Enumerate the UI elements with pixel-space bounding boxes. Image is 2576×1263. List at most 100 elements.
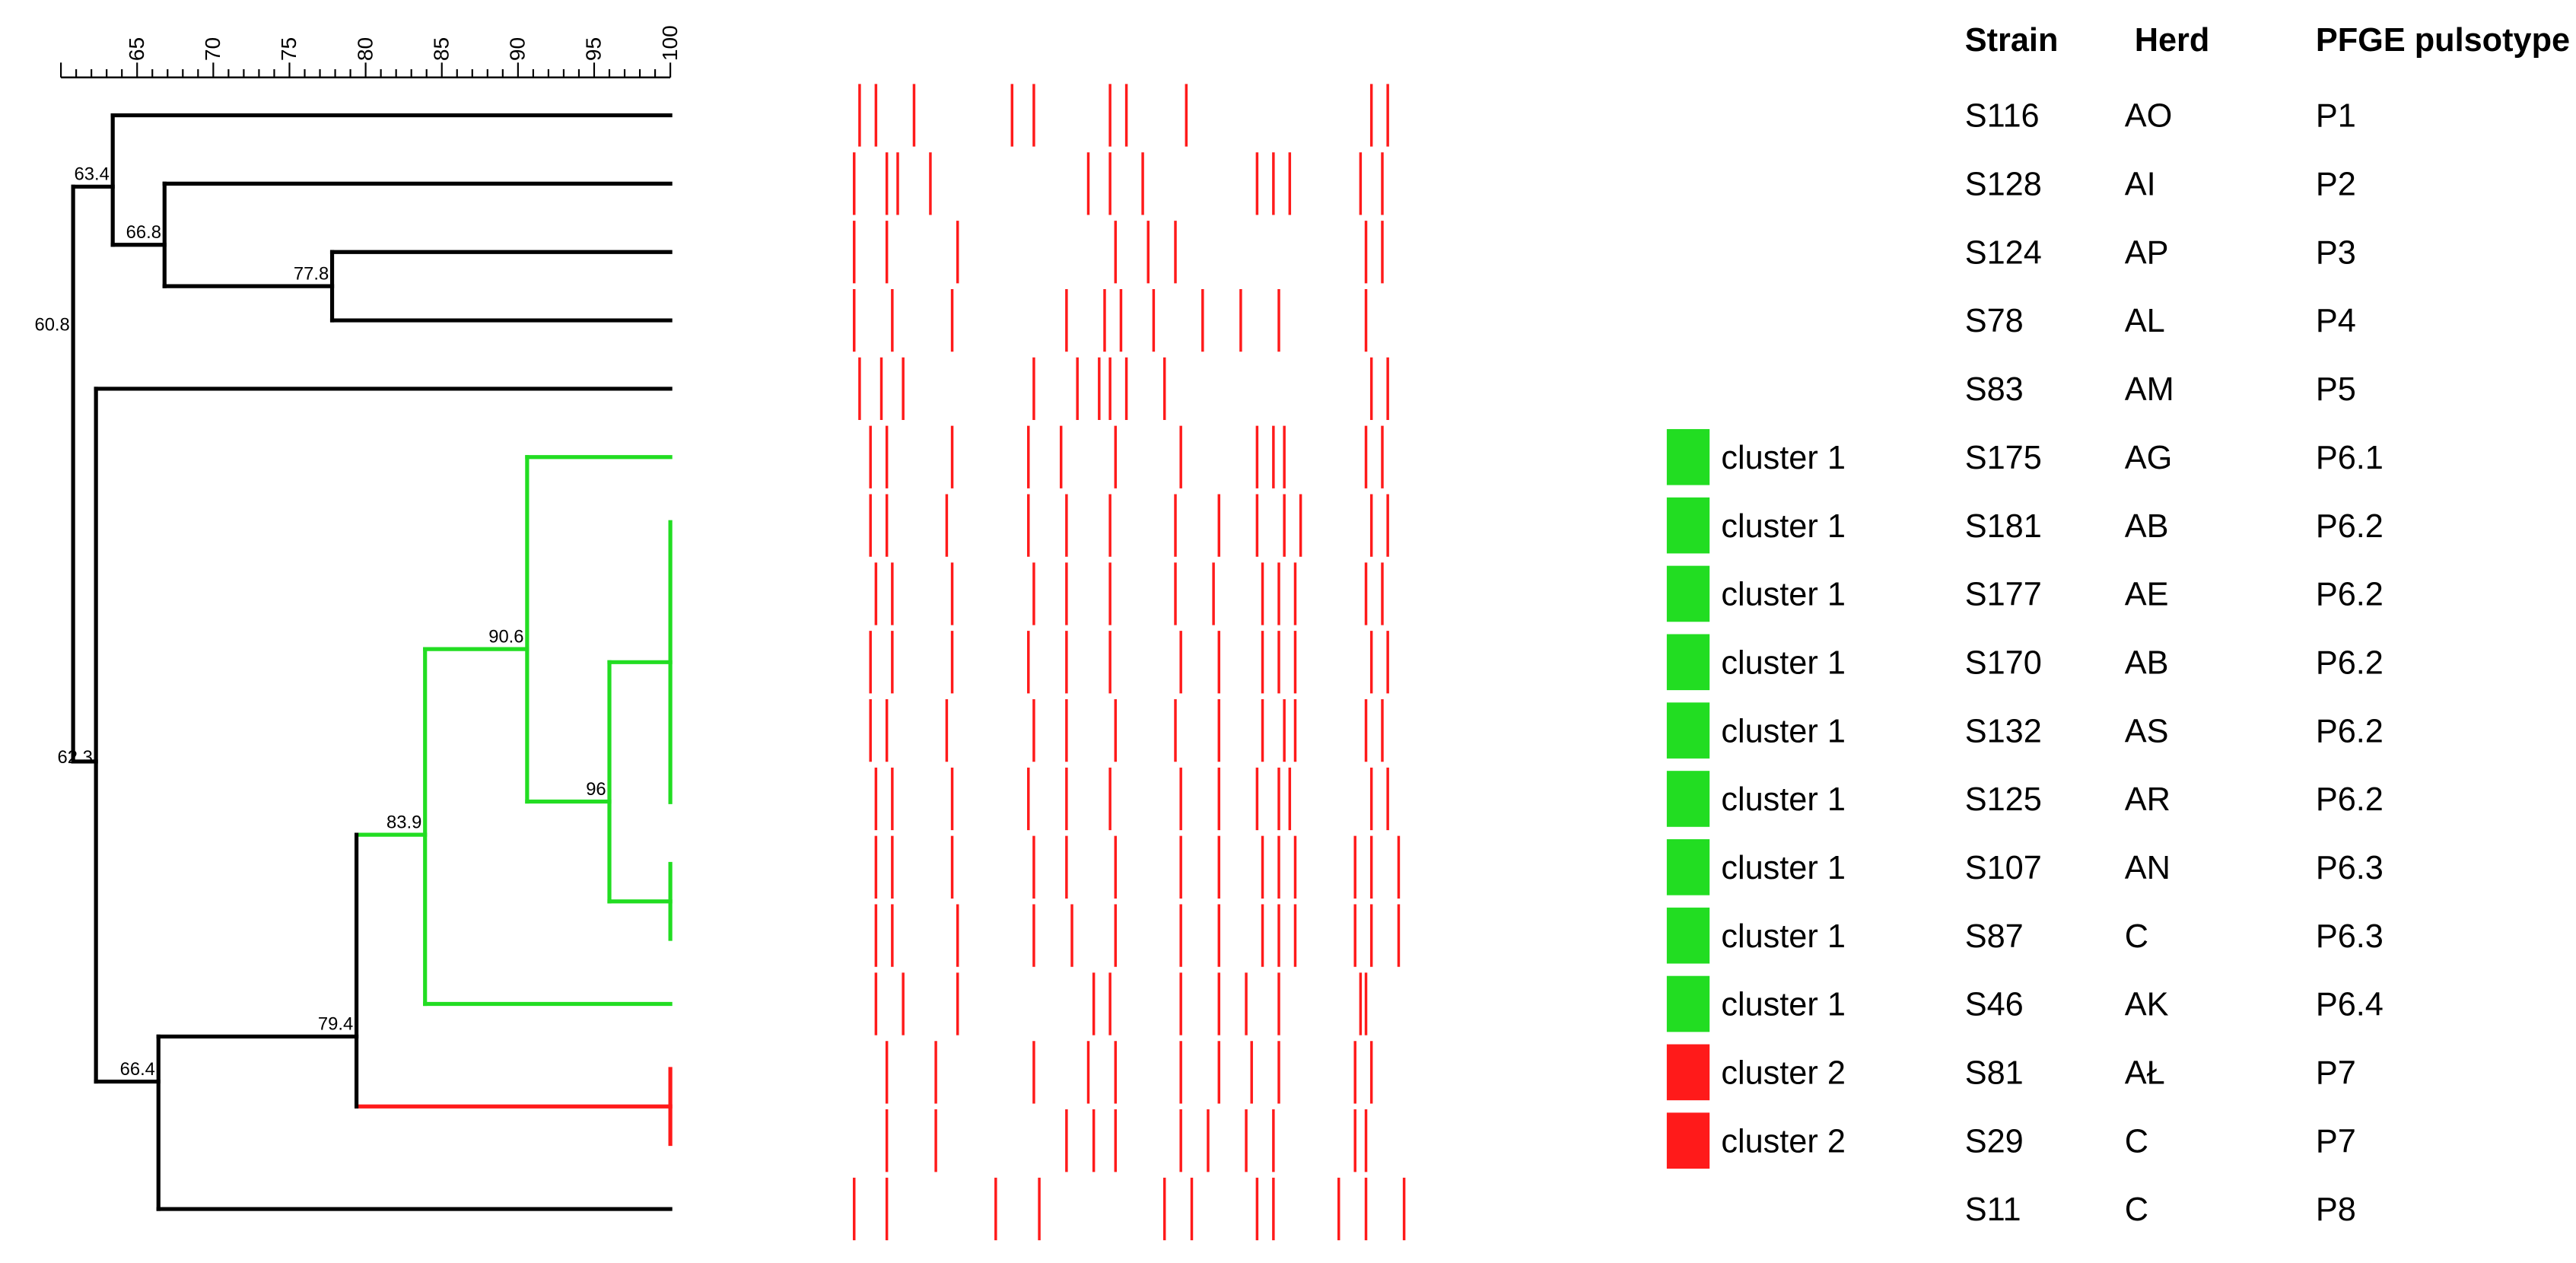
table-row: S132 AS P6.2 (1965, 713, 2384, 749)
herd-cell: AN (2125, 850, 2171, 886)
cluster-swatch (1666, 1044, 1710, 1101)
pulsotype-cell: P7 (2316, 1055, 2356, 1092)
herd-cell: AM (2125, 371, 2174, 408)
band-lane (853, 1177, 1406, 1241)
cluster-label: cluster 2 (1721, 1123, 1846, 1160)
table-row: S128 AI P2 (1965, 167, 2356, 203)
table-row: S124 AP P3 (1965, 234, 2356, 271)
scale-tick-label: 65 (125, 37, 148, 61)
band-lane (885, 1109, 1368, 1172)
band-lane (869, 425, 1384, 488)
cluster-swatch (1666, 839, 1710, 896)
herd-cell: AI (2125, 167, 2156, 203)
herd-cell: AE (2125, 577, 2169, 613)
band-lane (853, 288, 1368, 352)
scale-tick-label: 80 (353, 37, 377, 61)
pulsotype-cell: P6.2 (2316, 781, 2384, 818)
strain-cell: S116 (1965, 98, 2040, 135)
pulsotype-cell: P7 (2316, 1123, 2356, 1160)
pulsotype-cell: P6.3 (2316, 918, 2384, 955)
scale-tick-label: 85 (429, 37, 453, 61)
band-lane (869, 699, 1384, 762)
strain-cell: S181 (1965, 508, 2042, 545)
table-row: S107 AN P6.3 (1965, 850, 2384, 886)
cluster-label: cluster 2 (1721, 1055, 1846, 1092)
scale-tick-label: 95 (582, 37, 606, 61)
herd-cell: AR (2125, 781, 2171, 818)
strain-table: Strain Herd PFGE pulsotype S116 AO P1 S128 A… (1965, 22, 2570, 1228)
herd-cell: AP (2125, 234, 2169, 271)
herd-cell: C (2125, 1123, 2148, 1160)
node-similarity-label: 60.8 (34, 315, 69, 336)
cluster-swatch (1666, 565, 1710, 622)
similarity-scale: 65 70 75 80 85 90 95 100 (60, 25, 682, 79)
table-row: S170 AB P6.2 (1965, 644, 2384, 681)
table-row: S29 C P7 (1965, 1123, 2356, 1160)
scale-tick-label: 100 (658, 25, 682, 61)
strain-cell: S124 (1965, 234, 2042, 271)
pulsotype-cell: P6.2 (2316, 644, 2384, 681)
table-row: S83 AM P5 (1965, 371, 2356, 408)
herd-cell: AK (2125, 987, 2169, 1023)
band-lane (874, 562, 1384, 625)
strain-cell: S87 (1965, 918, 2024, 955)
band-lane (869, 494, 1389, 557)
herd-cell: AB (2125, 644, 2169, 681)
strain-cell: S177 (1965, 577, 2042, 613)
cluster-label: cluster 1 (1721, 781, 1846, 818)
scale-tick-label: 70 (201, 37, 224, 61)
table-row: S181 AB P6.2 (1965, 508, 2384, 545)
strain-cell: S81 (1965, 1055, 2024, 1092)
band-lane (885, 1041, 1373, 1104)
band-lane (874, 835, 1401, 899)
cluster-label: cluster 1 (1721, 918, 1846, 955)
table-row: S87 C P6.3 (1965, 918, 2384, 955)
band-lane (853, 221, 1384, 284)
strain-cell: S83 (1965, 371, 2024, 408)
node-similarity-label: 66.4 (120, 1059, 155, 1080)
table-row: S11 C P8 (1965, 1191, 2356, 1228)
cluster-label: cluster 1 (1721, 850, 1846, 886)
band-lane (853, 152, 1384, 215)
herd-cell: AS (2125, 713, 2169, 749)
pulsotype-cell: P3 (2316, 234, 2356, 271)
cluster-label: cluster 1 (1721, 987, 1846, 1023)
cluster-swatch (1666, 907, 1710, 964)
scale-tick-label: 90 (506, 37, 530, 61)
strain-cell: S11 (1965, 1191, 2021, 1228)
pulsotype-cell: P4 (2316, 303, 2356, 339)
strain-cell: S125 (1965, 781, 2042, 818)
node-similarity-label: 96 (586, 779, 606, 800)
pulsotype-cell: P5 (2316, 371, 2356, 408)
herd-cell: C (2125, 918, 2148, 955)
pulsotype-cell: P1 (2316, 98, 2356, 135)
band-lane (874, 767, 1389, 831)
cluster-swatch (1666, 634, 1710, 691)
cluster-label: cluster 1 (1721, 577, 1846, 613)
scale-tick-label: 75 (277, 37, 301, 61)
table-row: S116 AO P1 (1965, 98, 2356, 135)
pulsotype-cell: P6.2 (2316, 508, 2384, 545)
strain-cell: S170 (1965, 644, 2042, 681)
pulsotype-cell: P6.2 (2316, 577, 2384, 613)
cluster-swatch (1666, 975, 1710, 1032)
dendrogram-tree (71, 113, 673, 1211)
header-pfge-pulsotype: PFGE pulsotype (2316, 22, 2570, 59)
cluster-label: cluster 1 (1721, 508, 1846, 545)
herd-cell: AŁ (2125, 1055, 2165, 1092)
header-herd: Herd (2135, 22, 2210, 59)
cluster-swatch (1666, 497, 1710, 554)
node-similarity-label: 63.4 (75, 164, 110, 185)
strain-cell: S175 (1965, 440, 2042, 476)
strain-cell: S128 (1965, 167, 2042, 203)
cluster-swatch (1666, 771, 1710, 827)
table-row: S78 AL P4 (1965, 303, 2356, 339)
table-row: S125 AR P6.2 (1965, 781, 2384, 818)
herd-cell: AB (2125, 508, 2169, 545)
band-lane (869, 631, 1389, 694)
cluster-label: cluster 1 (1721, 713, 1846, 749)
pulsotype-cell: P2 (2316, 167, 2356, 203)
node-similarity-label: 77.8 (294, 263, 329, 284)
